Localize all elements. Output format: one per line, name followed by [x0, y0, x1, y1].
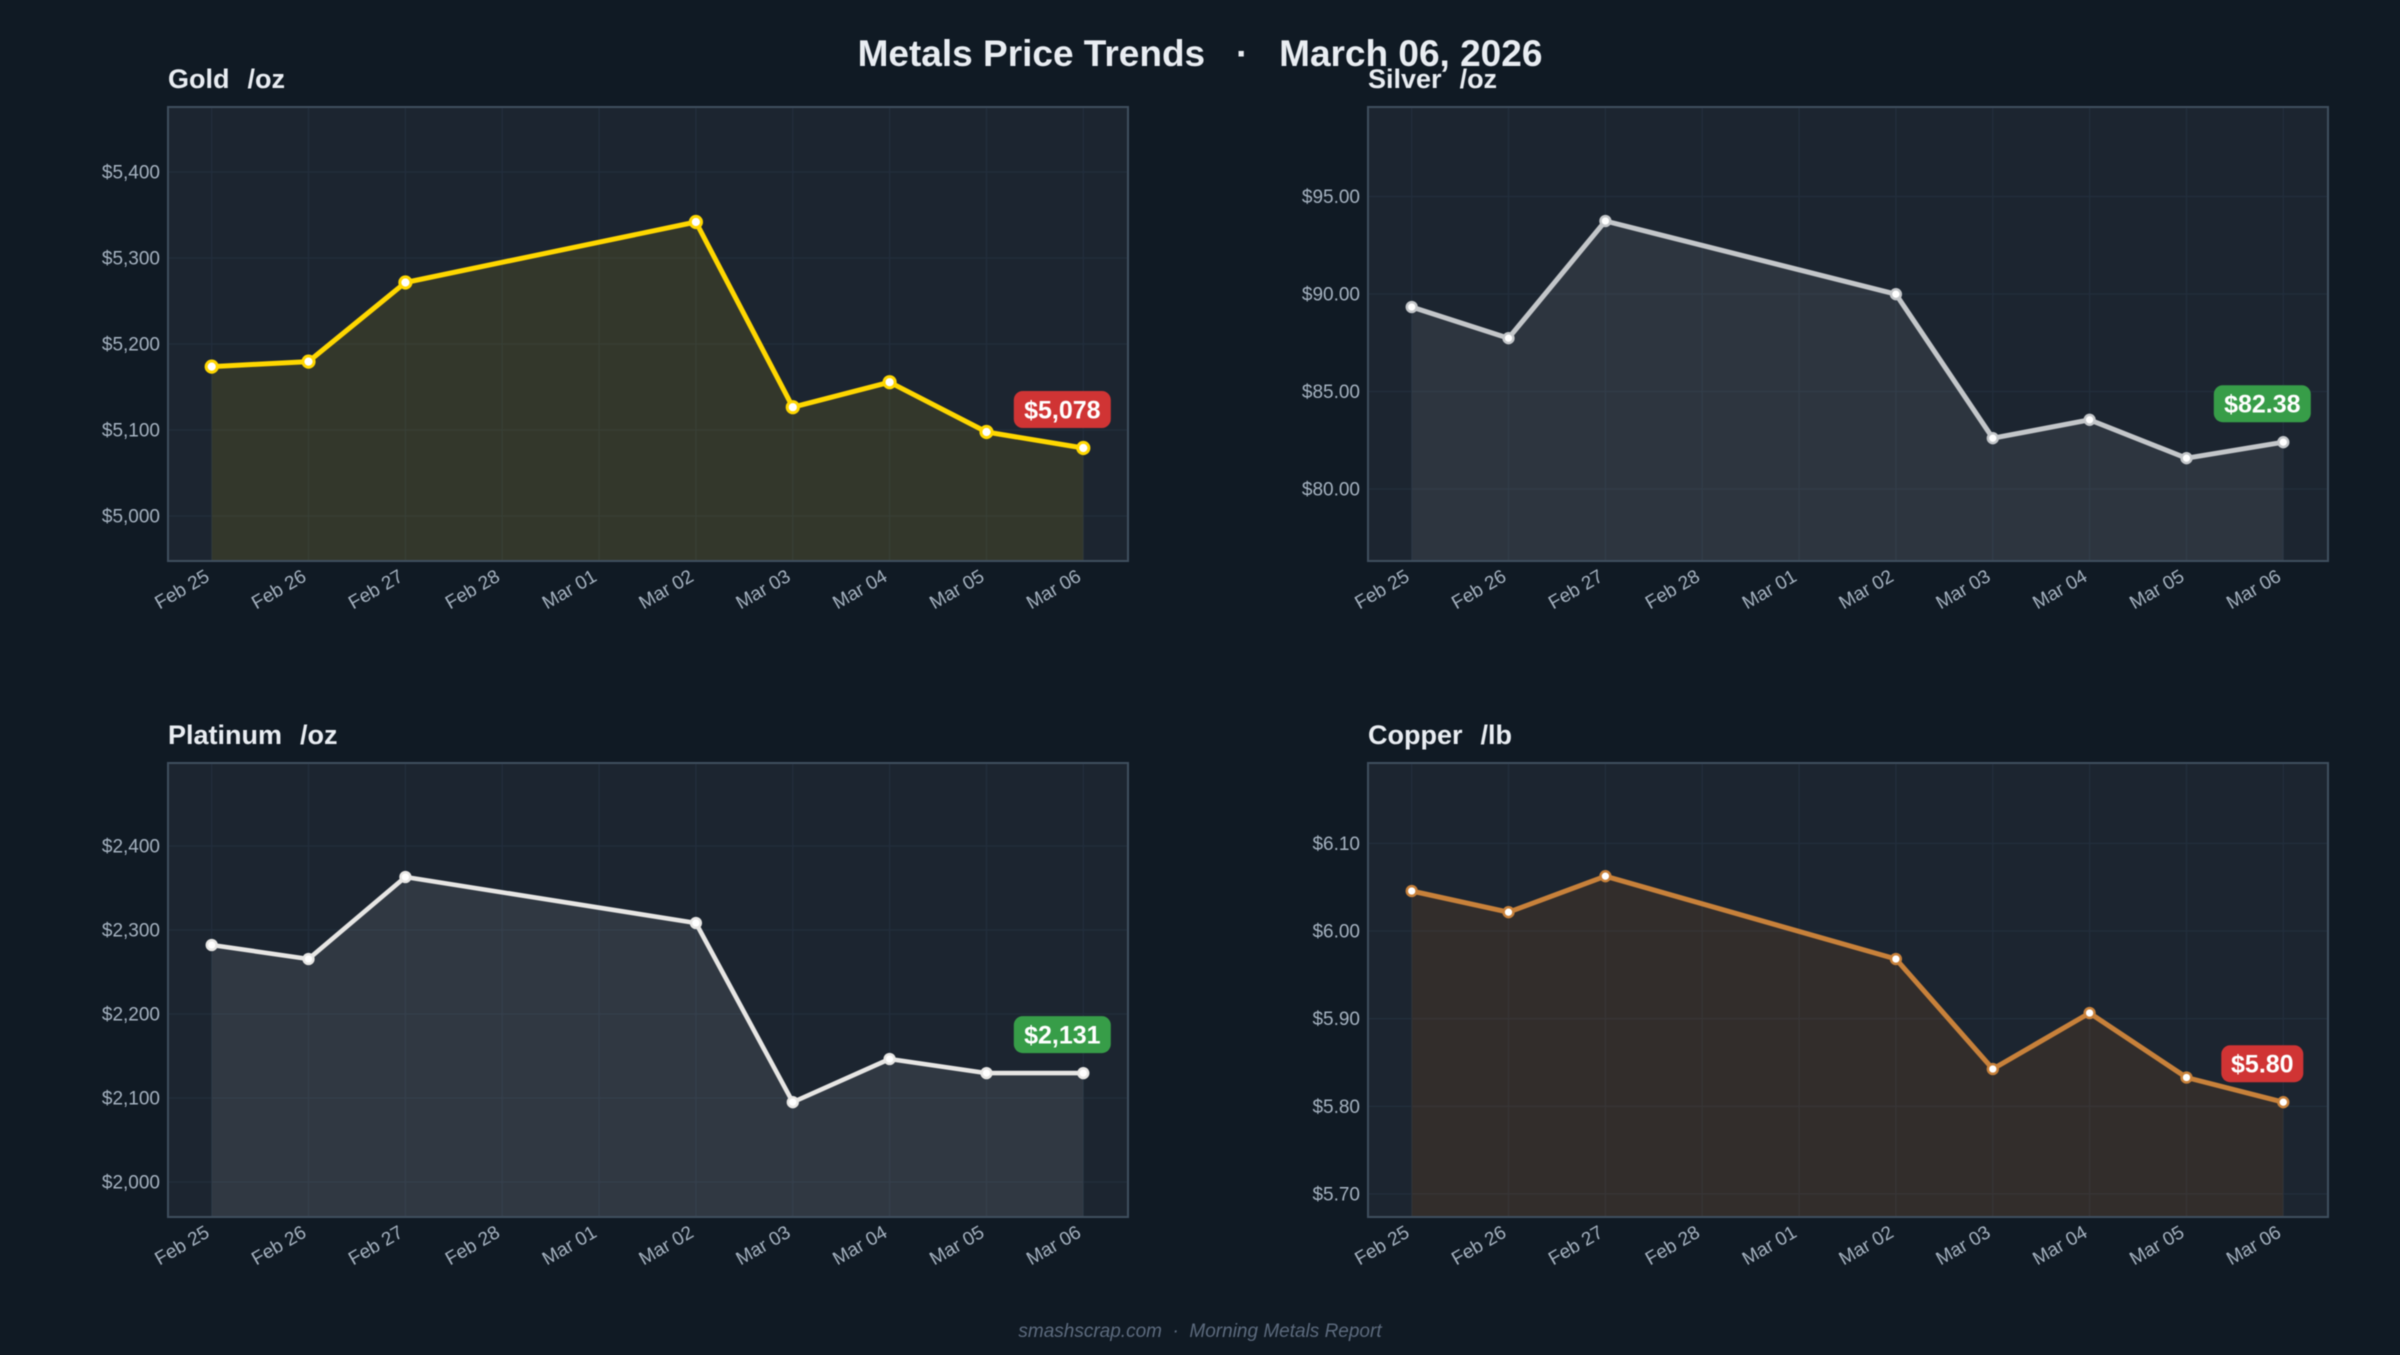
- svg-text:Silver/oz: Silver/oz: [1368, 64, 1497, 94]
- svg-text:$95.00: $95.00: [1302, 187, 1360, 208]
- svg-text:$2,200: $2,200: [102, 1005, 160, 1026]
- svg-text:$5,100: $5,100: [102, 421, 160, 442]
- svg-text:$80.00: $80.00: [1302, 480, 1360, 501]
- svg-text:$5.80: $5.80: [1312, 1097, 1360, 1118]
- svg-text:$5.70: $5.70: [1312, 1184, 1360, 1205]
- svg-text:$2,000: $2,000: [102, 1173, 160, 1194]
- svg-text:$2,131: $2,131: [1024, 1022, 1101, 1050]
- svg-text:$2,300: $2,300: [102, 921, 160, 942]
- svg-text:$5.90: $5.90: [1312, 1009, 1360, 1030]
- svg-text:$2,400: $2,400: [102, 837, 160, 858]
- svg-text:$90.00: $90.00: [1302, 285, 1360, 306]
- svg-text:$85.00: $85.00: [1302, 382, 1360, 403]
- svg-text:$5,400: $5,400: [102, 163, 160, 184]
- svg-text:$6.10: $6.10: [1312, 834, 1360, 855]
- svg-text:$5,000: $5,000: [102, 507, 160, 528]
- svg-text:$82.38: $82.38: [2224, 391, 2301, 419]
- svg-text:Metals Price Trends · Marc: Metals Price Trends · March 06, 2026: [858, 33, 1543, 74]
- svg-text:$5,200: $5,200: [102, 335, 160, 356]
- svg-text:Copper/lb: Copper/lb: [1368, 720, 1512, 750]
- svg-text:$5,078: $5,078: [1024, 397, 1101, 425]
- svg-text:$6.00: $6.00: [1312, 922, 1360, 943]
- svg-text:$5,300: $5,300: [102, 249, 160, 270]
- svg-text:$2,100: $2,100: [102, 1089, 160, 1110]
- svg-text:smashscrap.com · Morning Met: smashscrap.com · Morning Metals Report: [1018, 1321, 1382, 1342]
- svg-text:Platinum/oz: Platinum/oz: [168, 720, 338, 750]
- svg-text:Gold/oz: Gold/oz: [168, 64, 285, 94]
- svg-text:$5.80: $5.80: [2231, 1051, 2294, 1079]
